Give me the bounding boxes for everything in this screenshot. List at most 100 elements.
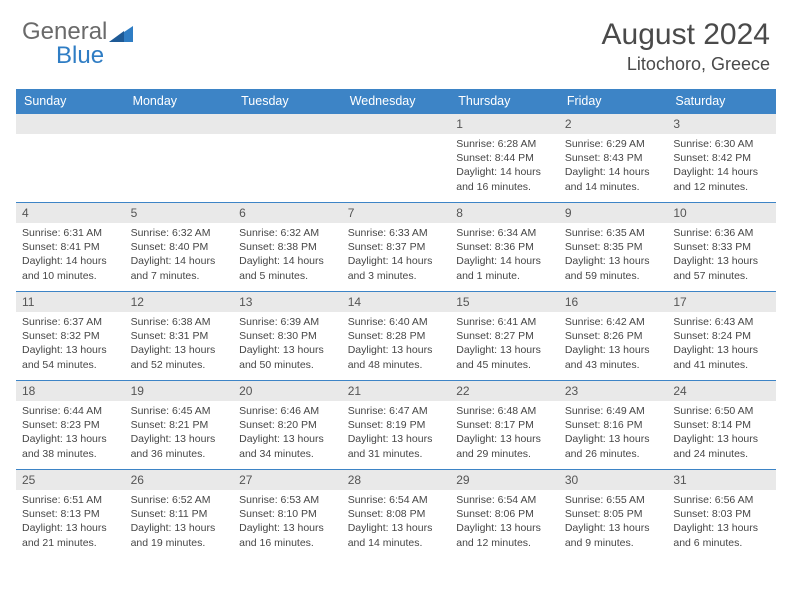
day-detail-text: Sunrise: 6:48 AMSunset: 8:17 PMDaylight:… (450, 401, 559, 465)
title-block: August 2024 Litochoro, Greece (602, 18, 770, 75)
calendar-day-cell: 19Sunrise: 6:45 AMSunset: 8:21 PMDayligh… (125, 381, 234, 470)
day-number: 19 (125, 381, 234, 401)
calendar-day-cell: 23Sunrise: 6:49 AMSunset: 8:16 PMDayligh… (559, 381, 668, 470)
calendar-day-cell (342, 114, 451, 203)
day-number: 16 (559, 292, 668, 312)
calendar-day-cell: 22Sunrise: 6:48 AMSunset: 8:17 PMDayligh… (450, 381, 559, 470)
day-number: 20 (233, 381, 342, 401)
day-number: 14 (342, 292, 451, 312)
weekday-header: Monday (125, 89, 234, 114)
weekday-header: Tuesday (233, 89, 342, 114)
day-number: 31 (667, 470, 776, 490)
calendar-day-cell: 28Sunrise: 6:54 AMSunset: 8:08 PMDayligh… (342, 470, 451, 559)
calendar-day-cell: 2Sunrise: 6:29 AMSunset: 8:43 PMDaylight… (559, 114, 668, 203)
calendar-table: SundayMondayTuesdayWednesdayThursdayFrid… (16, 89, 776, 559)
day-number: 9 (559, 203, 668, 223)
day-detail-text: Sunrise: 6:54 AMSunset: 8:06 PMDaylight:… (450, 490, 559, 554)
day-detail-text: Sunrise: 6:36 AMSunset: 8:33 PMDaylight:… (667, 223, 776, 287)
day-detail-text: Sunrise: 6:54 AMSunset: 8:08 PMDaylight:… (342, 490, 451, 554)
calendar-body: 1Sunrise: 6:28 AMSunset: 8:44 PMDaylight… (16, 114, 776, 559)
day-detail-text: Sunrise: 6:29 AMSunset: 8:43 PMDaylight:… (559, 134, 668, 198)
day-number: 4 (16, 203, 125, 223)
day-detail-text: Sunrise: 6:32 AMSunset: 8:40 PMDaylight:… (125, 223, 234, 287)
day-number: 8 (450, 203, 559, 223)
calendar-day-cell: 11Sunrise: 6:37 AMSunset: 8:32 PMDayligh… (16, 292, 125, 381)
day-number: 23 (559, 381, 668, 401)
day-number: 28 (342, 470, 451, 490)
day-detail-text: Sunrise: 6:44 AMSunset: 8:23 PMDaylight:… (16, 401, 125, 465)
day-detail-text: Sunrise: 6:28 AMSunset: 8:44 PMDaylight:… (450, 134, 559, 198)
calendar-day-cell: 31Sunrise: 6:56 AMSunset: 8:03 PMDayligh… (667, 470, 776, 559)
calendar-day-cell: 9Sunrise: 6:35 AMSunset: 8:35 PMDaylight… (559, 203, 668, 292)
day-number: 29 (450, 470, 559, 490)
day-detail-text: Sunrise: 6:35 AMSunset: 8:35 PMDaylight:… (559, 223, 668, 287)
day-detail-text: Sunrise: 6:46 AMSunset: 8:20 PMDaylight:… (233, 401, 342, 465)
calendar-day-cell: 24Sunrise: 6:50 AMSunset: 8:14 PMDayligh… (667, 381, 776, 470)
calendar-week-row: 1Sunrise: 6:28 AMSunset: 8:44 PMDaylight… (16, 114, 776, 203)
day-detail-text: Sunrise: 6:40 AMSunset: 8:28 PMDaylight:… (342, 312, 451, 376)
calendar-day-cell: 7Sunrise: 6:33 AMSunset: 8:37 PMDaylight… (342, 203, 451, 292)
day-detail-text: Sunrise: 6:55 AMSunset: 8:05 PMDaylight:… (559, 490, 668, 554)
calendar-day-cell: 20Sunrise: 6:46 AMSunset: 8:20 PMDayligh… (233, 381, 342, 470)
day-detail-text: Sunrise: 6:43 AMSunset: 8:24 PMDaylight:… (667, 312, 776, 376)
calendar-day-cell: 3Sunrise: 6:30 AMSunset: 8:42 PMDaylight… (667, 114, 776, 203)
calendar-day-cell: 25Sunrise: 6:51 AMSunset: 8:13 PMDayligh… (16, 470, 125, 559)
calendar-day-cell: 18Sunrise: 6:44 AMSunset: 8:23 PMDayligh… (16, 381, 125, 470)
calendar-day-cell: 14Sunrise: 6:40 AMSunset: 8:28 PMDayligh… (342, 292, 451, 381)
day-number: 12 (125, 292, 234, 312)
logo-text-blue: Blue (56, 42, 104, 70)
logo: GeneralBlue (22, 18, 133, 70)
day-detail-text: Sunrise: 6:53 AMSunset: 8:10 PMDaylight:… (233, 490, 342, 554)
day-detail-text: Sunrise: 6:38 AMSunset: 8:31 PMDaylight:… (125, 312, 234, 376)
calendar-day-cell: 15Sunrise: 6:41 AMSunset: 8:27 PMDayligh… (450, 292, 559, 381)
day-number (233, 114, 342, 134)
day-detail-text: Sunrise: 6:37 AMSunset: 8:32 PMDaylight:… (16, 312, 125, 376)
day-number: 1 (450, 114, 559, 134)
day-number: 24 (667, 381, 776, 401)
day-number: 6 (233, 203, 342, 223)
day-number: 30 (559, 470, 668, 490)
calendar-day-cell: 6Sunrise: 6:32 AMSunset: 8:38 PMDaylight… (233, 203, 342, 292)
day-detail-text: Sunrise: 6:42 AMSunset: 8:26 PMDaylight:… (559, 312, 668, 376)
day-detail-text: Sunrise: 6:45 AMSunset: 8:21 PMDaylight:… (125, 401, 234, 465)
calendar-day-cell: 27Sunrise: 6:53 AMSunset: 8:10 PMDayligh… (233, 470, 342, 559)
calendar-day-cell: 26Sunrise: 6:52 AMSunset: 8:11 PMDayligh… (125, 470, 234, 559)
weekday-header: Wednesday (342, 89, 451, 114)
calendar-header-row: SundayMondayTuesdayWednesdayThursdayFrid… (16, 89, 776, 114)
calendar-day-cell (233, 114, 342, 203)
day-number (16, 114, 125, 134)
location-label: Litochoro, Greece (602, 54, 770, 75)
calendar-day-cell (125, 114, 234, 203)
calendar-day-cell: 29Sunrise: 6:54 AMSunset: 8:06 PMDayligh… (450, 470, 559, 559)
day-detail-text: Sunrise: 6:51 AMSunset: 8:13 PMDaylight:… (16, 490, 125, 554)
calendar-day-cell: 8Sunrise: 6:34 AMSunset: 8:36 PMDaylight… (450, 203, 559, 292)
day-number: 15 (450, 292, 559, 312)
day-number: 3 (667, 114, 776, 134)
day-detail-text: Sunrise: 6:56 AMSunset: 8:03 PMDaylight:… (667, 490, 776, 554)
day-detail-text: Sunrise: 6:47 AMSunset: 8:19 PMDaylight:… (342, 401, 451, 465)
calendar-day-cell: 17Sunrise: 6:43 AMSunset: 8:24 PMDayligh… (667, 292, 776, 381)
calendar-day-cell: 4Sunrise: 6:31 AMSunset: 8:41 PMDaylight… (16, 203, 125, 292)
day-number: 26 (125, 470, 234, 490)
day-number: 22 (450, 381, 559, 401)
calendar-day-cell: 12Sunrise: 6:38 AMSunset: 8:31 PMDayligh… (125, 292, 234, 381)
day-detail-text: Sunrise: 6:41 AMSunset: 8:27 PMDaylight:… (450, 312, 559, 376)
day-number: 18 (16, 381, 125, 401)
calendar-week-row: 25Sunrise: 6:51 AMSunset: 8:13 PMDayligh… (16, 470, 776, 559)
day-detail-text: Sunrise: 6:33 AMSunset: 8:37 PMDaylight:… (342, 223, 451, 287)
logo-triangle-icon (109, 26, 133, 42)
day-detail-text: Sunrise: 6:30 AMSunset: 8:42 PMDaylight:… (667, 134, 776, 198)
calendar-day-cell: 16Sunrise: 6:42 AMSunset: 8:26 PMDayligh… (559, 292, 668, 381)
day-detail-text: Sunrise: 6:49 AMSunset: 8:16 PMDaylight:… (559, 401, 668, 465)
weekday-header: Friday (559, 89, 668, 114)
calendar-day-cell: 30Sunrise: 6:55 AMSunset: 8:05 PMDayligh… (559, 470, 668, 559)
calendar-day-cell: 13Sunrise: 6:39 AMSunset: 8:30 PMDayligh… (233, 292, 342, 381)
calendar-week-row: 4Sunrise: 6:31 AMSunset: 8:41 PMDaylight… (16, 203, 776, 292)
calendar-week-row: 18Sunrise: 6:44 AMSunset: 8:23 PMDayligh… (16, 381, 776, 470)
weekday-header: Thursday (450, 89, 559, 114)
day-number (125, 114, 234, 134)
day-number: 21 (342, 381, 451, 401)
day-number: 13 (233, 292, 342, 312)
calendar-day-cell (16, 114, 125, 203)
day-detail-text: Sunrise: 6:52 AMSunset: 8:11 PMDaylight:… (125, 490, 234, 554)
